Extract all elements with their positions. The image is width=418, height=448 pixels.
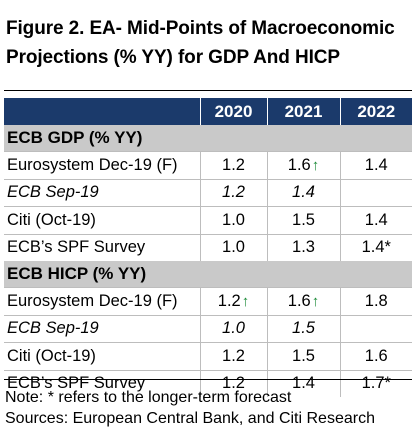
- value-2021-cell: 1.6↑: [266, 151, 340, 179]
- value-2021: 1.4: [266, 178, 340, 207]
- value-2021: 1.3: [266, 233, 340, 261]
- value-2022: [339, 178, 412, 207]
- table-row: ECB’s SPF Survey 1.0 1.3 1.4*: [4, 233, 412, 261]
- value-2020: 1.2: [199, 369, 267, 397]
- value-2022: 1.8: [339, 287, 412, 315]
- table-bottom-divider: [4, 379, 412, 380]
- row-label: Eurosystem Dec-19 (F): [4, 287, 200, 315]
- table-row: ECB Sep-19 1.2 1.4: [4, 178, 412, 207]
- value-2020: 1.2: [199, 178, 267, 207]
- value-2021: 1.5: [266, 314, 340, 343]
- source-line: Sources: European Central Bank, and Citi…: [5, 410, 375, 427]
- title-divider: [4, 90, 412, 91]
- header-row: 2020 2021 2022: [4, 98, 412, 125]
- value-2021: 1.4: [266, 369, 340, 397]
- footnote: Note: * refers to the longer-term foreca…: [5, 389, 292, 406]
- value-2022: 1.4*: [339, 233, 412, 261]
- section-title: ECB HICP (% YY): [4, 261, 412, 288]
- value-2021-cell: 1.6↑: [266, 287, 340, 315]
- table-row: ECB Sep-19 1.0 1.5: [4, 314, 412, 343]
- row-label: ECB’s SPF Survey: [4, 369, 200, 397]
- title-line-2: Projections (% YY) for GDP And HICP: [6, 47, 340, 68]
- value-2020: 1.2: [199, 342, 267, 370]
- section-gdp: ECB GDP (% YY): [4, 125, 412, 152]
- value-2021: 1.6: [287, 291, 311, 310]
- value-2022: 1.6: [339, 342, 412, 370]
- value-2020: 1.2: [199, 151, 267, 179]
- section-hicp: ECB HICP (% YY): [4, 261, 412, 288]
- row-label: Citi (Oct-19): [4, 342, 200, 370]
- row-label: ECB Sep-19: [4, 178, 200, 207]
- value-2020: 1.2: [217, 291, 241, 310]
- row-label: ECB Sep-19: [4, 314, 200, 343]
- table-row: ECB’s SPF Survey 1.2 1.4 1.7*: [4, 369, 412, 397]
- up-arrow-icon: ↑: [241, 292, 250, 310]
- header-2021: 2021: [267, 98, 341, 125]
- up-arrow-icon: ↑: [311, 292, 320, 310]
- value-2022: 1.7*: [339, 369, 412, 397]
- value-2022: 1.4: [339, 151, 412, 179]
- title-line-1: Figure 2. EA- Mid-Points of Macroeconomi…: [6, 18, 395, 39]
- up-arrow-icon: ↑: [311, 156, 320, 174]
- value-2022: [339, 314, 412, 343]
- footnotes: Note: * refers to the longer-term foreca…: [5, 387, 413, 429]
- header-blank-cell: [4, 98, 201, 125]
- projections-table: 2020 2021 2022 ECB GDP (% YY) Eurosystem…: [4, 98, 412, 397]
- table-row: Citi (Oct-19) 1.0 1.5 1.4: [4, 206, 412, 234]
- value-2021: 1.5: [266, 206, 340, 234]
- table-row: Eurosystem Dec-19 (F) 1.2 1.6↑ 1.4: [4, 151, 412, 179]
- value-2022: 1.4: [339, 206, 412, 234]
- value-2021: 1.5: [266, 342, 340, 370]
- table-row: Citi (Oct-19) 1.2 1.5 1.6: [4, 342, 412, 370]
- row-label: ECB’s SPF Survey: [4, 233, 200, 261]
- value-2020-cell: 1.2↑: [199, 287, 267, 315]
- table-row: Eurosystem Dec-19 (F) 1.2↑ 1.6↑ 1.8: [4, 287, 412, 315]
- value-2021: 1.6: [287, 155, 311, 174]
- figure-title: Figure 2. EA- Mid-Points of Macroeconomi…: [6, 14, 412, 72]
- value-2020: 1.0: [199, 206, 267, 234]
- value-2020: 1.0: [199, 233, 267, 261]
- header-2020: 2020: [200, 98, 268, 125]
- header-2022: 2022: [340, 98, 412, 125]
- section-title: ECB GDP (% YY): [4, 125, 412, 152]
- value-2020: 1.0: [199, 314, 267, 343]
- row-label: Citi (Oct-19): [4, 206, 200, 234]
- row-label: Eurosystem Dec-19 (F): [4, 151, 200, 179]
